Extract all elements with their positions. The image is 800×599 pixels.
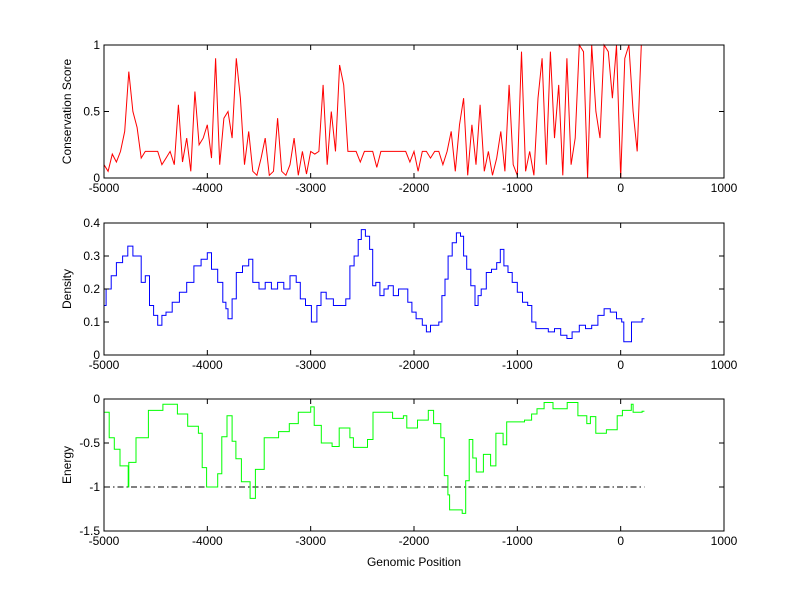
x-tick-label: -4000 [192, 181, 223, 195]
y-tick-label: 0.1 [83, 315, 100, 329]
x-tick-label: 1000 [711, 181, 738, 195]
x-tick-label: -3000 [295, 358, 326, 372]
x-tick-label: -2000 [399, 358, 430, 372]
y-tick-label: 0.4 [83, 216, 100, 230]
y-tick-label: -1.5 [79, 524, 100, 538]
x-tick-label: 0 [617, 181, 624, 195]
x-axis-label: Genomic Position [367, 555, 461, 569]
x-tick-label: 0 [617, 358, 624, 372]
y-axis-label: Density [60, 269, 74, 309]
x-tick-label: 1000 [711, 358, 738, 372]
y-tick-label: 0.3 [83, 249, 100, 263]
y-tick-label: 1 [93, 38, 100, 52]
y-tick-label: -1 [89, 480, 100, 494]
x-tick-label: -2000 [399, 181, 430, 195]
x-tick-label: -3000 [295, 181, 326, 195]
x-tick-label: 1000 [711, 534, 738, 548]
y-tick-label: 0 [93, 171, 100, 185]
series-line-density [104, 229, 645, 343]
y-axis-label: Conservation Score [60, 58, 74, 164]
y-tick-label: 0 [93, 348, 100, 362]
x-tick-label: -1000 [502, 181, 533, 195]
series-line-conservation [103, 43, 646, 179]
x-tick-label: -1000 [502, 358, 533, 372]
y-tick-label: 0.2 [83, 282, 100, 296]
y-axis-label: Energy [60, 446, 74, 484]
subplot-3: -5000 -4000 -3000 -2000 -1000 0 1000 -1.5 -1 -0.5… [60, 392, 738, 569]
x-tick-label: -5000 [89, 534, 120, 548]
subplot-2: -5000 -4000 -3000 -2000 -1000 0 1000 0 0.1 0.2 0.3… [60, 216, 738, 372]
x-tick-label: -1000 [502, 534, 533, 548]
x-tick-label: -2000 [399, 534, 430, 548]
y-tick-label: 0 [93, 392, 100, 406]
y-tick-label: 0.5 [83, 105, 100, 119]
x-tick-label: 0 [617, 534, 624, 548]
x-tick-label: -4000 [192, 534, 223, 548]
x-tick-label: -5000 [89, 358, 120, 372]
series-line-energy [104, 402, 645, 514]
x-tick-label: -5000 [89, 181, 120, 195]
x-tick-label: -4000 [192, 358, 223, 372]
subplot-1: -5000 -4000 -3000 -2000 -1000 0 1000 0 0.5 1 Conse… [60, 38, 738, 195]
y-tick-label: -0.5 [79, 436, 100, 450]
x-tick-label: -3000 [295, 534, 326, 548]
